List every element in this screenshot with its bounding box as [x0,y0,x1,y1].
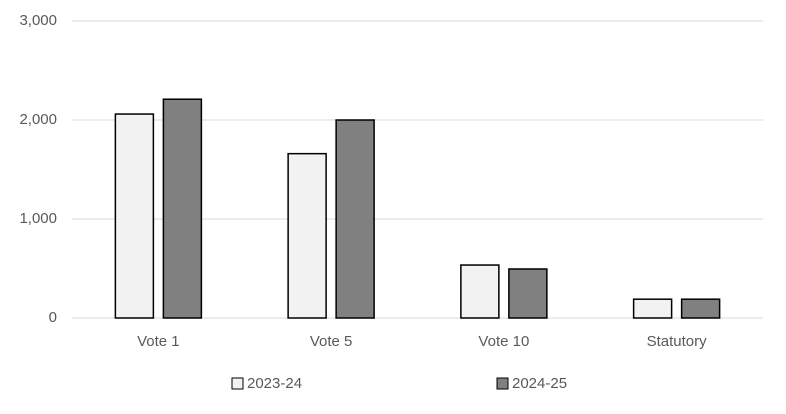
bar [460,264,500,319]
x-tick-label: Vote 1 [137,333,180,350]
legend-swatch [496,377,509,390]
y-tick-label: 1,000 [19,210,57,227]
y-tick-label: 0 [49,309,57,326]
legend-label: 2023-24 [247,375,302,392]
bar [114,113,155,319]
bar [680,298,721,319]
x-tick-label: Statutory [647,333,708,350]
x-tick-label: Vote 5 [310,333,353,350]
legend-label: 2024-25 [512,375,567,392]
y-tick-label: 3,000 [19,12,57,29]
legend-swatch [231,377,244,390]
y-tick-label: 2,000 [19,111,57,128]
x-tick-label: Vote 10 [478,333,529,350]
bar [162,98,203,319]
bar [335,119,375,319]
bar [508,268,548,319]
bar [287,152,327,319]
bar [632,298,673,319]
